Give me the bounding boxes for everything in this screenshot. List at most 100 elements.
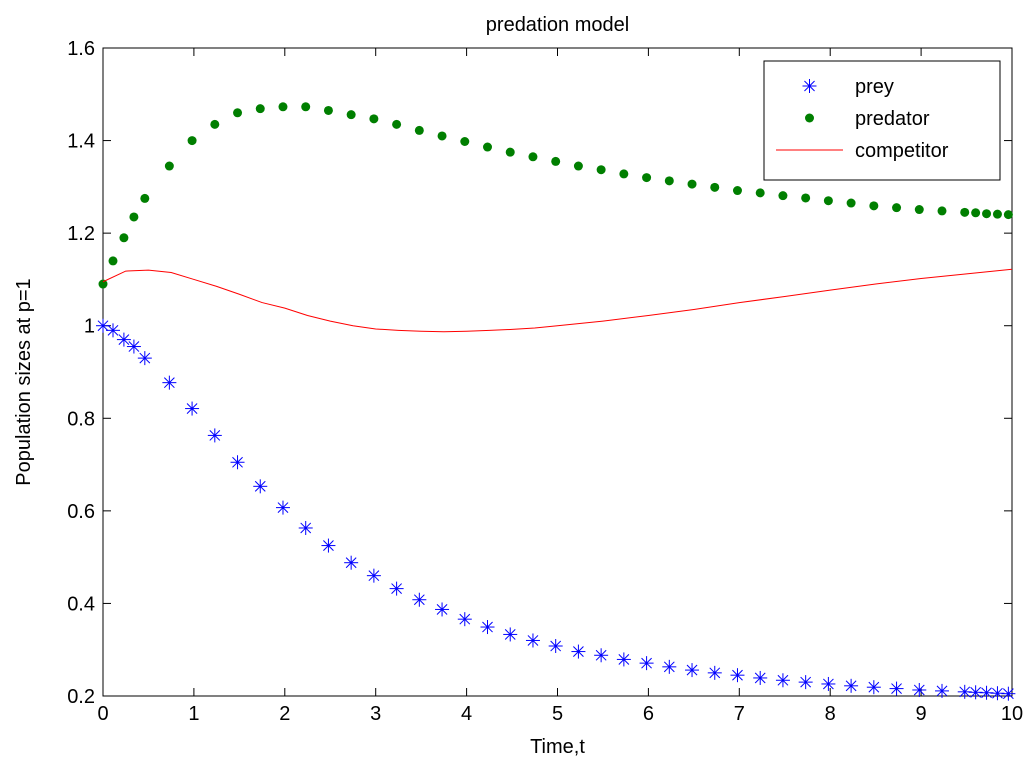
prey-point — [105, 323, 120, 338]
prey-point — [616, 652, 631, 667]
legend-predator-swatch — [805, 113, 814, 123]
predator-point — [323, 105, 333, 115]
legend-predator-label: predator — [855, 108, 930, 130]
prey-point — [730, 668, 745, 683]
x-tick-label: 7 — [734, 703, 745, 725]
predator-point — [108, 256, 118, 266]
prey-point — [889, 681, 904, 696]
prey-point — [298, 520, 313, 535]
predator-point — [801, 193, 811, 203]
prey-point — [707, 665, 722, 680]
predator-point — [1003, 210, 1013, 220]
predator-point — [823, 196, 833, 206]
prey-point — [775, 673, 790, 688]
prey-point — [821, 676, 836, 691]
predator-point — [755, 188, 765, 198]
x-tick-label: 5 — [552, 703, 563, 725]
prey-point — [844, 678, 859, 693]
prey-point — [639, 656, 654, 671]
predator-point — [642, 173, 652, 183]
prey-point — [753, 670, 768, 685]
legend: prey predator competitor — [763, 60, 1001, 181]
y-tick-label: 0.8 — [67, 408, 95, 430]
legend-prey-swatch — [802, 79, 817, 93]
predator-point — [414, 125, 424, 135]
predator-point — [129, 212, 139, 222]
predator-point — [437, 131, 447, 141]
prey-point — [137, 351, 152, 366]
predator-point — [392, 119, 402, 129]
predator-point — [346, 110, 356, 120]
predator-point — [164, 161, 174, 171]
prey-point — [480, 620, 495, 635]
x-axis-label: Time,t — [530, 736, 585, 758]
prey-point — [912, 682, 927, 697]
prey-point — [866, 680, 881, 695]
predator-point — [301, 102, 311, 112]
prey-point — [571, 644, 586, 659]
prey-point — [503, 627, 518, 642]
prey-point — [207, 428, 222, 443]
prey-point — [685, 663, 700, 678]
competitor-line — [102, 268, 1013, 333]
x-tick-label: 1 — [188, 703, 199, 725]
prey-point — [525, 633, 540, 648]
predator-point — [98, 279, 108, 289]
predator-point — [619, 169, 629, 179]
x-tick-label: 9 — [916, 703, 927, 725]
predator-point — [551, 156, 561, 166]
predator-point — [992, 209, 1002, 219]
y-tick-label: 1 — [84, 316, 95, 338]
x-tick-label: 10 — [1001, 703, 1023, 725]
predator-point — [664, 176, 674, 186]
prey-point — [662, 659, 677, 674]
y-axis-label: Population sizes at p=1 — [13, 278, 35, 485]
y-tick-label: 0.2 — [67, 686, 95, 708]
prey-point — [230, 455, 245, 470]
chart-title: predation model — [486, 14, 629, 36]
predator-point — [960, 207, 970, 217]
predator-point — [255, 104, 265, 114]
x-tick-label: 4 — [461, 703, 472, 725]
prey-point — [968, 685, 983, 700]
predator-point — [971, 208, 981, 218]
prey-point — [253, 479, 268, 494]
prey-point — [275, 500, 290, 515]
prey-point — [116, 332, 131, 347]
prey-point — [389, 581, 404, 596]
predator-point — [505, 147, 515, 157]
plot-area: 0 1 2 3 4 5 6 7 8 9 10 0.2 0.4 0.6 0.8 1 1.2 1.4 1.6 — [67, 38, 1023, 725]
y-tick-label: 0.6 — [67, 501, 95, 523]
predator-point — [210, 119, 220, 129]
y-tick-label: 1.6 — [67, 38, 95, 60]
predator-point — [869, 201, 879, 211]
x-tick-label: 0 — [97, 703, 108, 725]
predator-point — [140, 193, 150, 203]
prey-point — [126, 339, 141, 354]
predator-point — [892, 203, 902, 213]
predator-point — [937, 206, 947, 216]
prey-point — [344, 555, 359, 570]
legend-competitor-label: competitor — [855, 140, 949, 162]
x-tick-label: 3 — [370, 703, 381, 725]
predator-point — [914, 205, 924, 215]
prey-point — [435, 602, 450, 617]
prey-point — [162, 375, 177, 390]
x-tick-label: 8 — [825, 703, 836, 725]
prey-point — [457, 612, 472, 627]
prey-point — [594, 648, 609, 663]
predator-point — [528, 152, 538, 162]
legend-box — [763, 60, 1001, 181]
predator-point — [687, 179, 697, 189]
predator-point — [710, 182, 720, 192]
prey-point — [412, 592, 427, 607]
predator-point — [369, 114, 379, 124]
prey-point — [96, 318, 110, 333]
prey-point — [185, 401, 200, 416]
predator-point — [982, 209, 992, 219]
predator-point — [460, 136, 470, 146]
predator-point — [483, 142, 493, 152]
predator-point — [278, 102, 288, 112]
